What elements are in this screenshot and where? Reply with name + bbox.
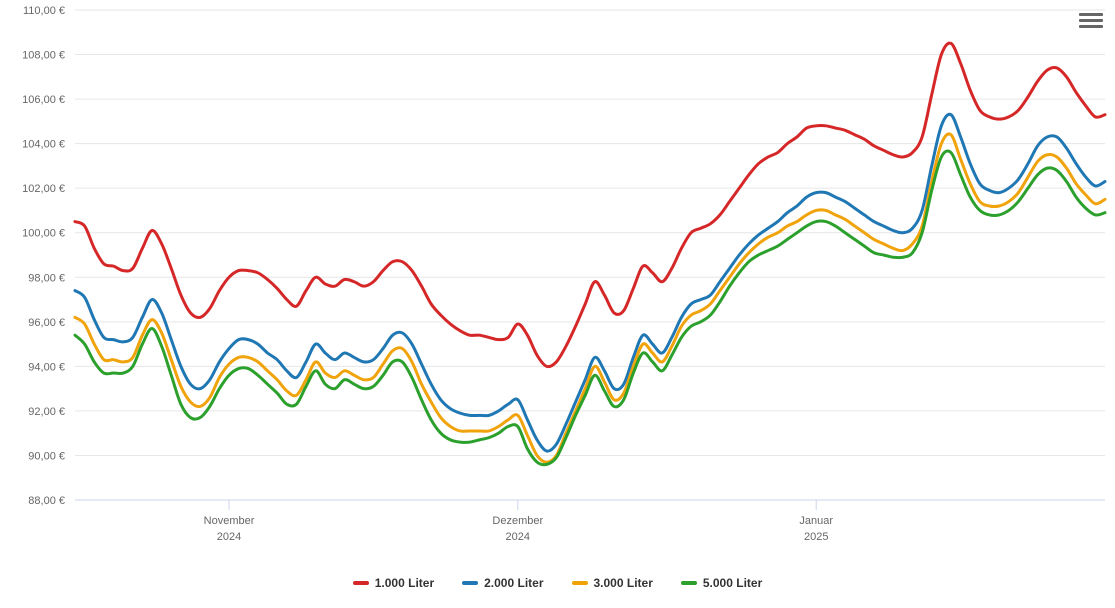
legend-swatch: [353, 581, 369, 585]
y-axis-label: 106,00 €: [22, 94, 65, 106]
y-axis-label: 90,00 €: [28, 450, 65, 462]
y-axis-label: 108,00 €: [22, 50, 65, 62]
y-axis-label: 88,00 €: [28, 495, 65, 507]
chart-menu-button[interactable]: [1079, 10, 1103, 32]
chart-svg: 88,00 € 90,00 € 92,00 € 94,00 € 96,00 € 98,00…: [0, 0, 1115, 608]
y-axis-label: 102,00 €: [22, 183, 65, 195]
x-axis-label: Dezember: [492, 515, 543, 527]
series-line: [75, 114, 1105, 451]
x-axis-label: November: [204, 515, 255, 527]
y-axis-label: 110,00 €: [23, 5, 65, 17]
legend-swatch: [572, 581, 588, 585]
legend-item[interactable]: 2.000 Liter: [462, 576, 543, 590]
y-axis-label: 92,00 €: [28, 406, 65, 418]
legend-item[interactable]: 3.000 Liter: [572, 576, 653, 590]
series-line: [75, 134, 1105, 462]
legend-label: 5.000 Liter: [703, 576, 762, 590]
x-axis-label: 2024: [506, 531, 530, 543]
x-axis-label: 2024: [217, 531, 241, 543]
y-axis-label: 96,00 €: [28, 317, 65, 329]
legend-swatch: [681, 581, 697, 585]
series-line: [75, 151, 1105, 465]
legend-label: 2.000 Liter: [484, 576, 543, 590]
chart-legend: 1.000 Liter 2.000 Liter 3.000 Liter 5.000 L…: [0, 574, 1115, 590]
y-axis-label: 100,00 €: [22, 228, 65, 240]
y-axis-label: 94,00 €: [28, 361, 65, 373]
x-axis-label: 2025: [804, 531, 828, 543]
legend-swatch: [462, 581, 478, 585]
y-axis-label: 98,00 €: [28, 272, 65, 284]
price-chart: 88,00 € 90,00 € 92,00 € 94,00 € 96,00 € 98,00…: [0, 0, 1115, 608]
x-axis-label: Januar: [799, 515, 833, 527]
legend-item[interactable]: 1.000 Liter: [353, 576, 434, 590]
y-axis-label: 104,00 €: [22, 139, 65, 151]
legend-label: 3.000 Liter: [594, 576, 653, 590]
legend-label: 1.000 Liter: [375, 576, 434, 590]
legend-item[interactable]: 5.000 Liter: [681, 576, 762, 590]
series-line: [75, 43, 1105, 367]
